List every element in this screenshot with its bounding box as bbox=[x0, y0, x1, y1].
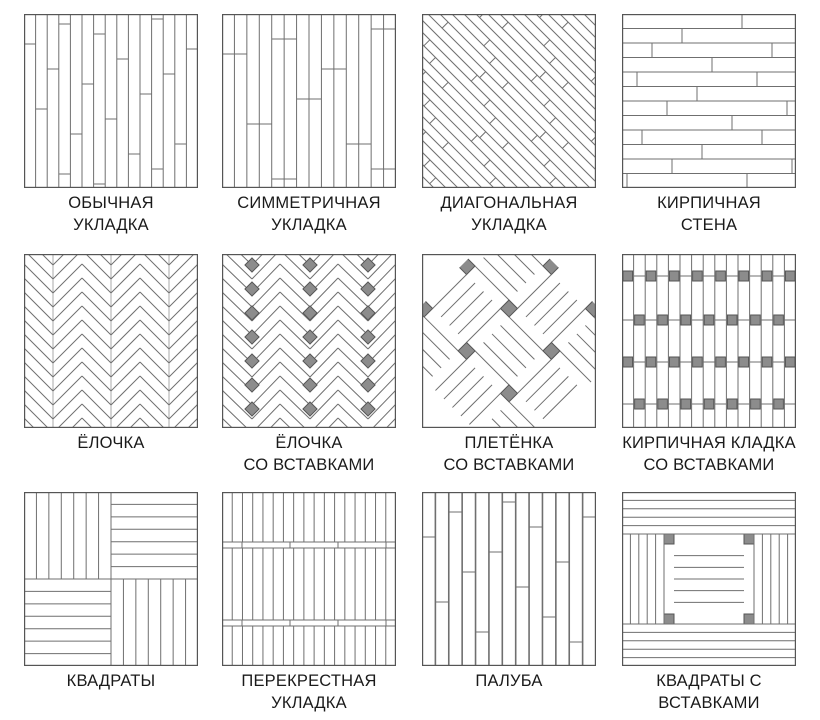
pattern-caption-line: КИРПИЧНАЯ bbox=[657, 194, 761, 212]
pattern-caption-line: КИРПИЧНАЯ КЛАДКА bbox=[622, 434, 796, 452]
pattern-caption-line: СТЕНА bbox=[680, 216, 738, 234]
pattern-tile-squares-inserts bbox=[622, 492, 796, 666]
pattern-tile-regular bbox=[24, 14, 198, 188]
pattern-caption-line: СО ВСТАВКАМИ bbox=[443, 456, 575, 474]
pattern-tile-cross bbox=[222, 492, 396, 666]
pattern-caption: КИРПИЧНАЯ СТЕНА bbox=[602, 192, 816, 236]
pattern-caption-line: УКЛАДКА bbox=[271, 216, 347, 234]
pattern-caption-line: СО ВСТАВКАМИ bbox=[643, 456, 775, 474]
pattern-tile-herringbone bbox=[24, 254, 198, 428]
pattern-caption-line: КВАДРАТЫ bbox=[66, 672, 156, 690]
pattern-tile-squares bbox=[24, 492, 198, 666]
pattern-caption-line: УКЛАДКА bbox=[271, 694, 347, 712]
pattern-caption-line: ПЕРЕКРЕСТНАЯ bbox=[241, 672, 377, 690]
pattern-caption-line: СИММЕТРИЧНАЯ bbox=[237, 194, 381, 212]
pattern-caption: СИММЕТРИЧНАЯ УКЛАДКА bbox=[202, 192, 416, 236]
pattern-caption-line: СО ВСТАВКАМИ bbox=[243, 456, 375, 474]
pattern-caption-line: УКЛАДКА bbox=[73, 216, 149, 234]
pattern-caption: ОБЫЧНАЯ УКЛАДКА bbox=[4, 192, 218, 236]
pattern-caption-line: ПЛЕТЁНКА bbox=[464, 434, 554, 452]
pattern-caption: ПАЛУБА bbox=[402, 670, 616, 692]
pattern-tile-brick-inserts bbox=[622, 254, 796, 428]
pattern-caption: ПЕРЕКРЕСТНАЯ УКЛАДКА bbox=[202, 670, 416, 714]
pattern-tile-herringbone-inserts bbox=[222, 254, 396, 428]
pattern-caption: КВАДРАТЫ bbox=[4, 670, 218, 692]
pattern-tile-brick bbox=[622, 14, 796, 188]
pattern-caption-line: КВАДРАТЫ С bbox=[656, 672, 762, 690]
pattern-caption-line: ВСТАВКАМИ bbox=[658, 694, 760, 712]
pattern-tile-weave bbox=[422, 254, 596, 428]
pattern-caption-line: ЁЛОЧКА bbox=[77, 434, 145, 452]
pattern-tile-diagonal bbox=[422, 14, 596, 188]
pattern-caption: ПЛЕТЁНКА СО ВСТАВКАМИ bbox=[402, 432, 616, 476]
pattern-caption: ЁЛОЧКА СО ВСТАВКАМИ bbox=[202, 432, 416, 476]
pattern-caption: ДИАГОНАЛЬНАЯ УКЛАДКА bbox=[402, 192, 616, 236]
pattern-caption: ЁЛОЧКА bbox=[4, 432, 218, 454]
pattern-tile-symmetric bbox=[222, 14, 396, 188]
pattern-caption-line: ДИАГОНАЛЬНАЯ bbox=[440, 194, 578, 212]
pattern-tile-deck bbox=[422, 492, 596, 666]
pattern-caption: КИРПИЧНАЯ КЛАДКА СО ВСТАВКАМИ bbox=[602, 432, 816, 476]
pattern-caption-line: ОБЫЧНАЯ bbox=[68, 194, 154, 212]
pattern-caption-line: ЁЛОЧКА bbox=[275, 434, 343, 452]
pattern-caption-line: ПАЛУБА bbox=[475, 672, 543, 690]
pattern-caption-line: УКЛАДКА bbox=[471, 216, 547, 234]
pattern-caption: КВАДРАТЫ С ВСТАВКАМИ bbox=[602, 670, 816, 714]
